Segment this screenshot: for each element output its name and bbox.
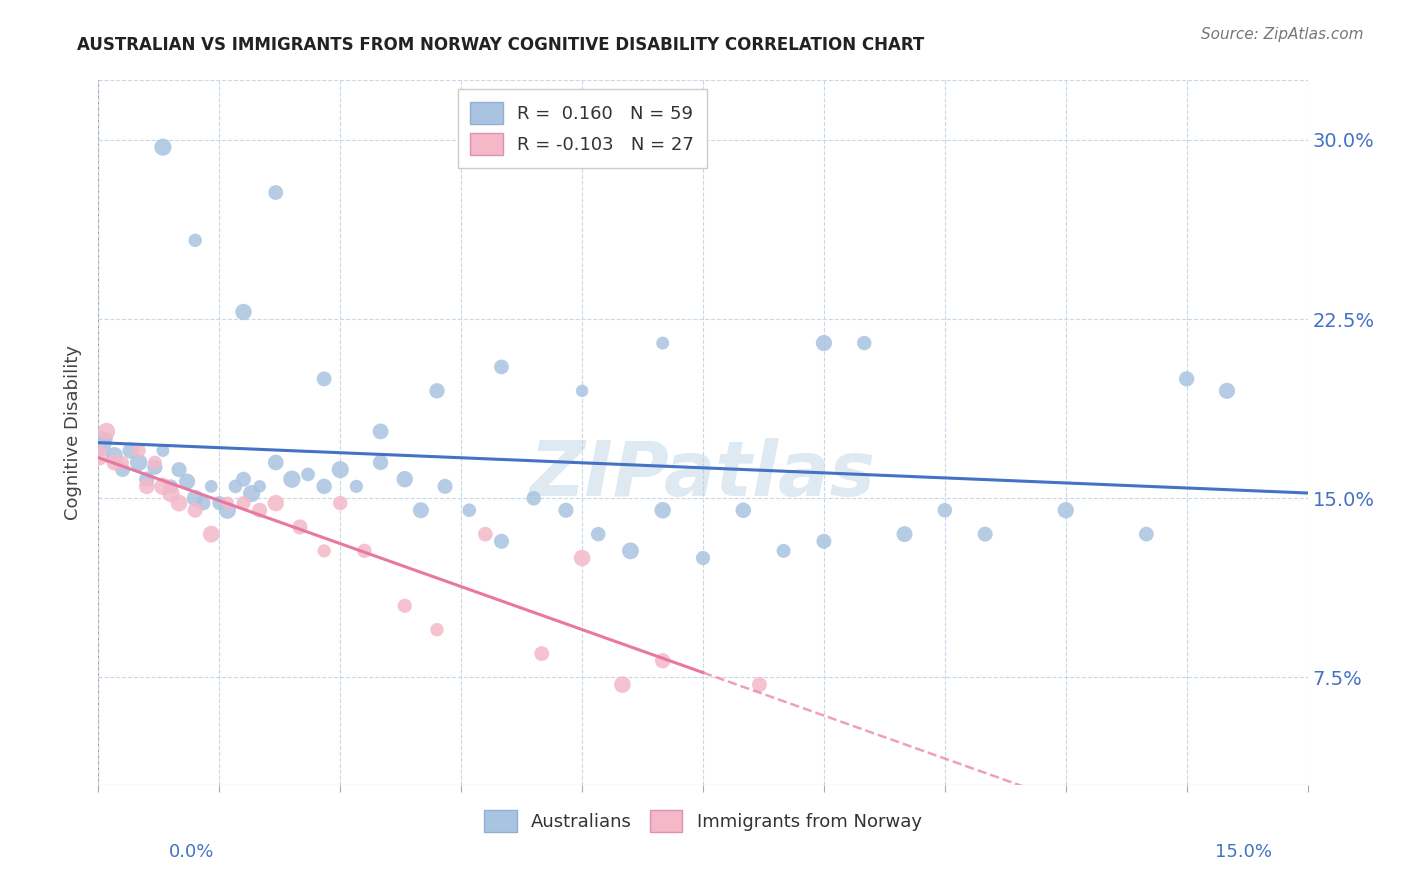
Point	[103, 455, 125, 469]
Point	[426, 384, 449, 398]
Point	[96, 425, 118, 439]
Point	[748, 678, 770, 692]
Point	[143, 455, 166, 469]
Point	[370, 425, 392, 439]
Text: ZIPatlas: ZIPatlas	[530, 438, 876, 512]
Point	[651, 503, 673, 517]
Point	[249, 503, 271, 517]
Point	[184, 491, 207, 506]
Point	[297, 467, 319, 482]
Point	[111, 463, 134, 477]
Point	[329, 496, 352, 510]
Point	[111, 455, 134, 469]
Point	[288, 520, 311, 534]
Point	[370, 455, 392, 469]
Point	[612, 678, 634, 692]
Point	[394, 472, 416, 486]
Text: 15.0%: 15.0%	[1215, 843, 1272, 861]
Point	[152, 443, 174, 458]
Point	[434, 479, 457, 493]
Point	[409, 503, 432, 517]
Point	[491, 359, 513, 374]
Text: 0.0%: 0.0%	[169, 843, 214, 861]
Point	[314, 372, 336, 386]
Text: Source: ZipAtlas.com: Source: ZipAtlas.com	[1201, 27, 1364, 42]
Point	[571, 384, 593, 398]
Point	[1216, 384, 1239, 398]
Point	[893, 527, 915, 541]
Point	[128, 443, 150, 458]
Point	[426, 623, 449, 637]
Point	[329, 463, 352, 477]
Point	[200, 479, 222, 493]
Point	[264, 455, 287, 469]
Point	[281, 472, 304, 486]
Point	[232, 496, 254, 510]
Point	[96, 432, 118, 446]
Point	[87, 436, 110, 450]
Legend: Australians, Immigrants from Norway: Australians, Immigrants from Norway	[477, 803, 929, 839]
Point	[651, 654, 673, 668]
Point	[217, 496, 239, 510]
Point	[353, 544, 375, 558]
Point	[458, 503, 481, 517]
Point	[103, 448, 125, 462]
Point	[474, 527, 496, 541]
Point	[224, 479, 246, 493]
Point	[160, 486, 183, 500]
Point	[193, 496, 215, 510]
Point	[120, 443, 142, 458]
Point	[651, 336, 673, 351]
Point	[934, 503, 956, 517]
Point	[135, 472, 157, 486]
Point	[619, 544, 641, 558]
Point	[772, 544, 794, 558]
Point	[200, 527, 222, 541]
Point	[314, 479, 336, 493]
Point	[135, 479, 157, 493]
Point	[853, 336, 876, 351]
Point	[571, 551, 593, 566]
Point	[974, 527, 997, 541]
Point	[249, 479, 271, 493]
Point	[733, 503, 755, 517]
Point	[152, 479, 174, 493]
Point	[143, 460, 166, 475]
Point	[240, 486, 263, 500]
Point	[152, 140, 174, 154]
Point	[264, 186, 287, 200]
Point	[394, 599, 416, 613]
Point	[184, 233, 207, 247]
Point	[217, 503, 239, 517]
Point	[813, 336, 835, 351]
Point	[813, 534, 835, 549]
Point	[160, 479, 183, 493]
Point	[128, 455, 150, 469]
Point	[167, 496, 190, 510]
Point	[314, 544, 336, 558]
Point	[232, 305, 254, 319]
Text: AUSTRALIAN VS IMMIGRANTS FROM NORWAY COGNITIVE DISABILITY CORRELATION CHART: AUSTRALIAN VS IMMIGRANTS FROM NORWAY COG…	[77, 36, 925, 54]
Point	[232, 472, 254, 486]
Point	[344, 479, 367, 493]
Point	[208, 496, 231, 510]
Point	[167, 463, 190, 477]
Point	[586, 527, 609, 541]
Point	[87, 448, 110, 462]
Point	[184, 503, 207, 517]
Point	[555, 503, 578, 517]
Point	[523, 491, 546, 506]
Y-axis label: Cognitive Disability: Cognitive Disability	[65, 345, 83, 520]
Point	[491, 534, 513, 549]
Point	[264, 496, 287, 510]
Point	[176, 475, 198, 489]
Point	[1054, 503, 1077, 517]
Point	[1175, 372, 1198, 386]
Point	[1135, 527, 1157, 541]
Point	[530, 647, 553, 661]
Point	[692, 551, 714, 566]
